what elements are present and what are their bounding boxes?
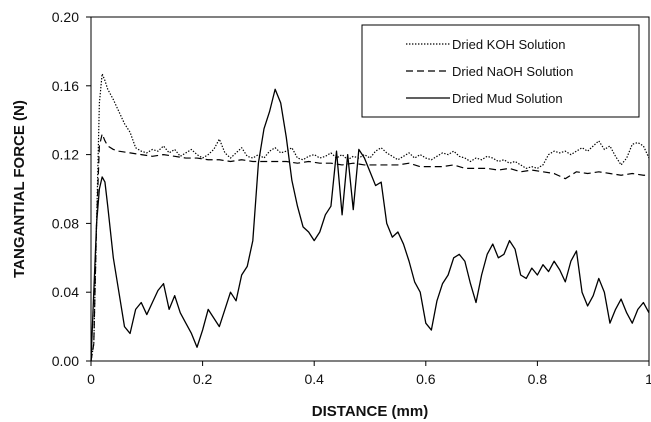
legend-label-1: Dried KOH Solution xyxy=(452,37,565,52)
x-tick-label: 0.8 xyxy=(528,371,548,387)
legend-label-2: Dried NaOH Solution xyxy=(452,64,573,79)
x-tick-label: 0.4 xyxy=(304,371,324,387)
series-layer xyxy=(90,73,650,362)
y-axis-title: TANGANTIAL FORCE (N) xyxy=(11,100,28,278)
series-line-3 xyxy=(90,88,650,362)
plot-frame xyxy=(90,16,650,362)
legend-label-3: Dried Mud Solution xyxy=(452,91,563,106)
y-tick-label: 0.00 xyxy=(52,353,79,369)
x-tick-label: 0.2 xyxy=(193,371,213,387)
y-tick-label: 0.12 xyxy=(52,147,79,163)
x-tick-label: 1 xyxy=(645,371,651,387)
series-line-1 xyxy=(90,73,650,362)
plot-area xyxy=(90,16,650,362)
y-tick-label: 0.08 xyxy=(52,215,79,231)
series-line-2 xyxy=(90,133,649,362)
x-tick-label: 0 xyxy=(87,371,95,387)
legend-items: Dried KOH Solution Dried NaOH Solution Dri… xyxy=(406,37,573,106)
y-tick-label: 0.16 xyxy=(52,78,79,94)
legend: Dried KOH Solution Dried NaOH Solution Dri… xyxy=(361,24,640,118)
y-tick-label: 0.04 xyxy=(52,284,79,300)
x-axis-title: DISTANCE (mm) xyxy=(312,403,428,420)
x-tick-label: 0.6 xyxy=(416,371,436,387)
tick-layer: 0 0.2 0.4 0.6 0.8 1 0.00 0.04 0.08 0.12 0.16 0.20 xyxy=(52,9,651,387)
y-tick-label: 0.20 xyxy=(52,9,79,25)
